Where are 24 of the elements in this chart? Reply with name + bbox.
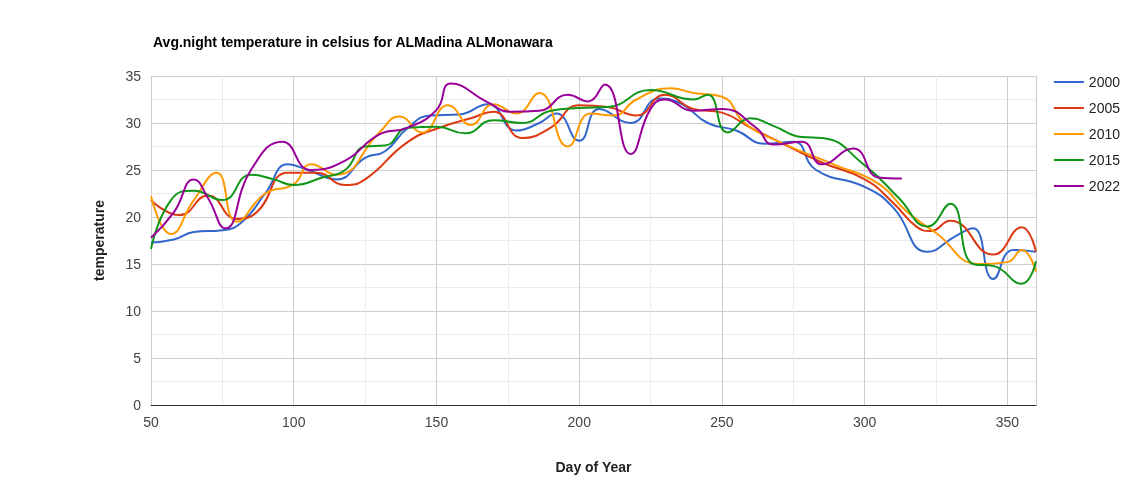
- x-tick-label: 200: [567, 414, 592, 430]
- y-tick-label: 20: [125, 209, 142, 225]
- legend-label: 2005: [1088, 100, 1121, 116]
- x-tick-label: 350: [995, 414, 1020, 430]
- x-tick-label: 250: [710, 414, 734, 430]
- legend-label: 2022: [1088, 178, 1121, 194]
- line-series: [150, 82, 903, 239]
- legend-label: 2015: [1088, 152, 1121, 168]
- y-tick-label: 35: [125, 68, 142, 84]
- y-tick-label: 5: [133, 350, 142, 366]
- legend-label: 2010: [1088, 126, 1121, 142]
- y-tick-label: 15: [125, 256, 142, 272]
- x-tick-label: 150: [424, 414, 449, 430]
- legend-label: 2000: [1088, 74, 1121, 90]
- y-tick-label: 25: [125, 162, 142, 178]
- x-tick-label: 300: [853, 414, 877, 430]
- chart-title: Avg.night temperature in celsius for ALMadina ALMonawara: [153, 34, 554, 50]
- y-tick-label: 0: [133, 397, 142, 413]
- x-tick-label: 100: [282, 414, 306, 430]
- y-axis-title: temperature: [91, 199, 107, 281]
- y-tick-label: 10: [125, 303, 142, 319]
- y-tick-label: 30: [125, 115, 142, 131]
- x-tick-label: 50: [143, 414, 159, 430]
- x-axis-title: Day of Year: [555, 459, 633, 475]
